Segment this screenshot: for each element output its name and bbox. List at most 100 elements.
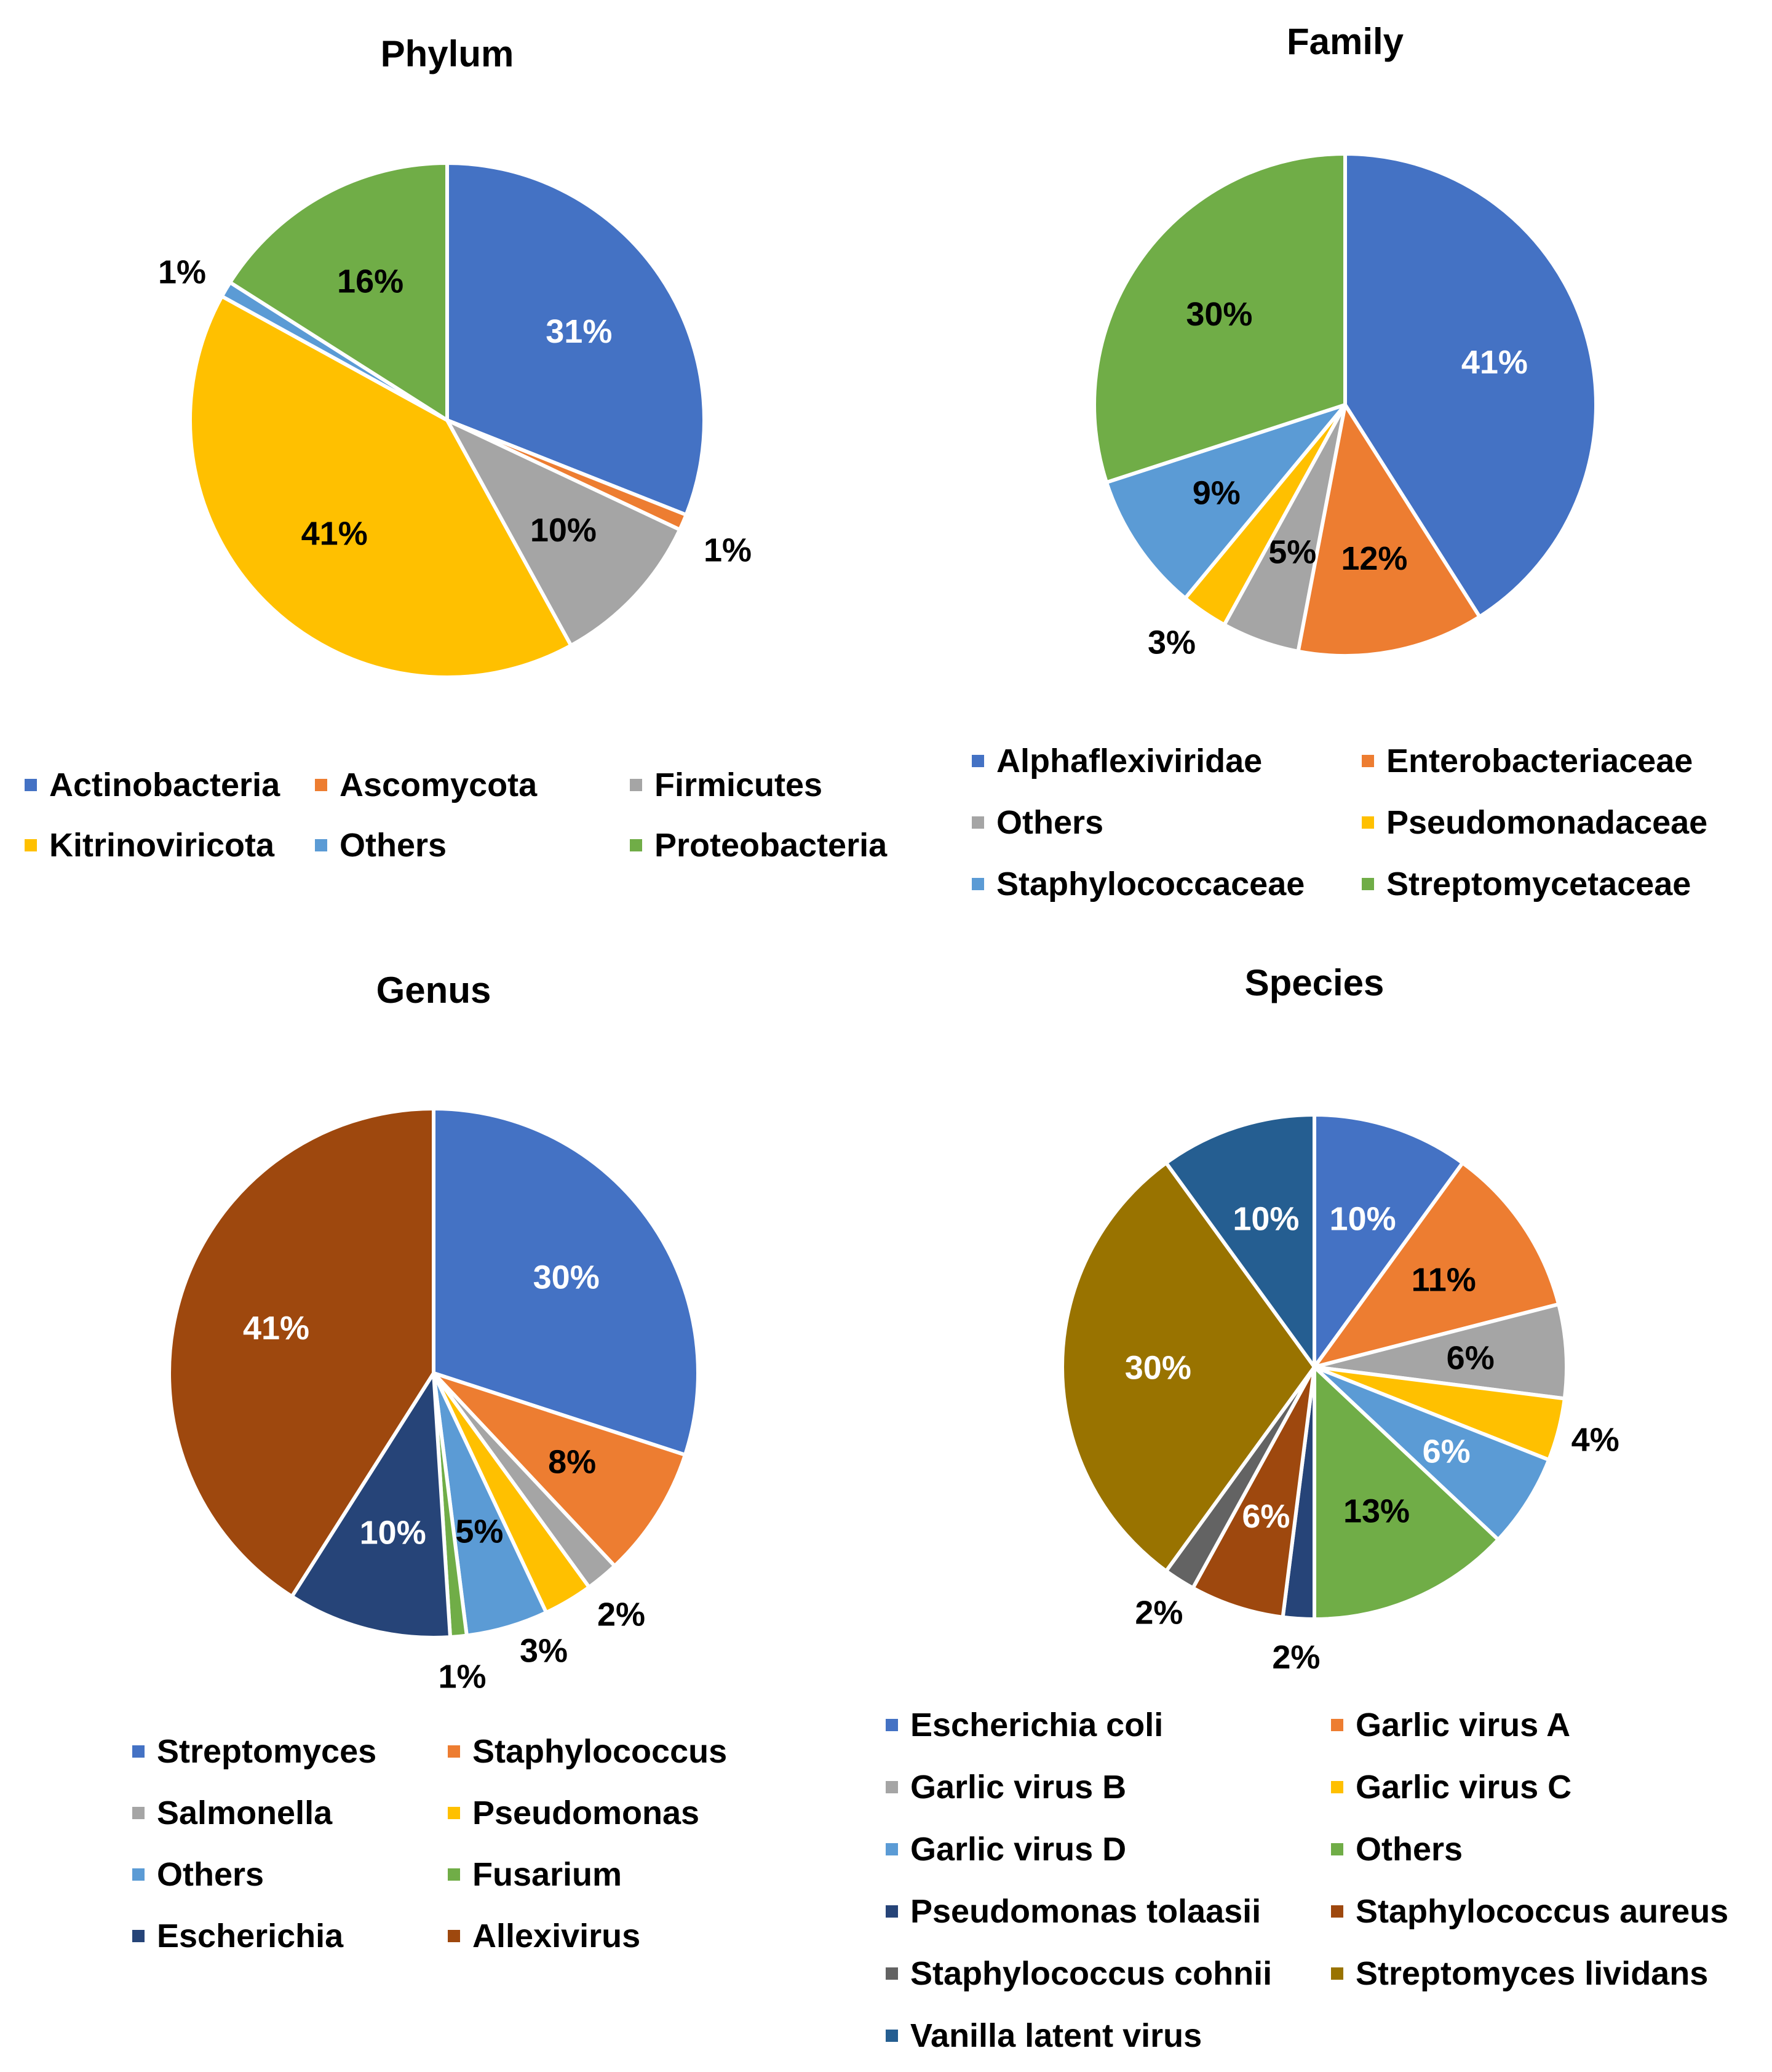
pie-slice-allexivirus [167, 1107, 435, 1599]
legend-label-garlic-virus-b: Garlic virus B [910, 1769, 1126, 1806]
chart-title-family: Family [1287, 21, 1404, 62]
legend-swatch-actinobacteria [25, 779, 37, 791]
pie-slice-escherichia [290, 1371, 452, 1640]
pie-chart-species: Species 10% 11% 6% 4% 6% 13% 2% 6% 2% 30% 10% Escher… [886, 962, 1728, 2054]
pie-slice-proteobacteria [228, 161, 449, 422]
data-label-vanilla-latent-virus: 10% [1233, 1201, 1299, 1238]
pie-slice-firmicutes [445, 418, 682, 648]
legend-label-pseudomonadaceae: Pseudomonadaceae [1386, 804, 1707, 841]
legend-label-firmicutes: Firmicutes [654, 767, 822, 803]
legend-swatch-ascomycota [315, 779, 327, 791]
pie-slice-others [1313, 1365, 1500, 1621]
data-label-streptomyces-lividans: 30% [1125, 1349, 1191, 1386]
legend-label-actinobacteria: Actinobacteria [49, 767, 280, 803]
legend-label-vanilla-latent-virus: Vanilla latent virus [910, 2017, 1202, 2054]
legend-swatch-allexivirus [448, 1930, 460, 1942]
legend-label-pseudomonas-tolaasii: Pseudomonas tolaasii [910, 1893, 1261, 1930]
pie-slice-escherichia-coli [1313, 1113, 1464, 1369]
chart-title-species: Species [1245, 962, 1385, 1003]
data-label-staphylococcus-cohnii: 2% [1135, 1595, 1183, 1632]
legend-label-escherichia-coli: Escherichia coli [910, 1707, 1163, 1743]
pie-slice-streptomyces [432, 1107, 700, 1457]
legend-label-pseudomonas: Pseudomonas [472, 1795, 699, 1831]
legend-genus: Streptomyces Staphylococcus Salmonella Pseu… [132, 1733, 727, 1954]
pie-slice-staphylococcus [432, 1371, 687, 1568]
chart-title-genus: Genus [376, 970, 491, 1011]
pie-chart-family: Family 41% 12% 5% 3% 9% 30% Alphaflexiviridae En… [972, 21, 1707, 903]
legend-swatch-salmonella [132, 1807, 145, 1819]
data-label-salmonella: 2% [597, 1596, 645, 1633]
legend-swatch-enterobacteriaceae [1362, 755, 1374, 767]
data-label-pseudomonadaceae: 3% [1148, 624, 1196, 661]
data-label-actinobacteria: 31% [546, 313, 612, 350]
data-label-fusarium: 1% [438, 1659, 486, 1695]
legend-label-garlic-virus-d: Garlic virus D [910, 1831, 1126, 1868]
data-label-enterobacteriaceae: 12% [1341, 540, 1407, 577]
legend-swatch-escherichia [132, 1930, 145, 1942]
data-label-garlic-virus-c: 4% [1571, 1422, 1619, 1459]
legend-label-salmonella: Salmonella [157, 1795, 333, 1831]
legend-swatch-staphylococcus-aureus [1331, 1905, 1343, 1918]
legend-swatch-others [315, 839, 327, 851]
data-label-streptomycetaceae: 30% [1186, 296, 1252, 333]
pie-slice-garlic-virus-d [1313, 1365, 1551, 1542]
pie-slice-staphylococcaceae [1104, 403, 1347, 600]
pie-chart-phylum: Phylum 31% 1% 10% 41% 1% 16% Actinobacteria Asco… [25, 33, 888, 864]
legend-swatch-escherichia-coli [886, 1719, 898, 1731]
legend-swatch-firmicutes [630, 779, 642, 791]
legend-label-ascomycota: Ascomycota [340, 767, 538, 803]
pie-slice-garlic-virus-a [1313, 1161, 1561, 1369]
legend-label-kitrinoviricota: Kitrinoviricota [49, 827, 275, 864]
data-label-proteobacteria: 16% [337, 263, 403, 300]
legend-family: Alphaflexiviridae Enterobacteriaceae Other… [972, 743, 1707, 903]
data-label-staphylococcaceae: 9% [1193, 475, 1241, 512]
legend-swatch-others [972, 816, 984, 829]
legend-label-garlic-virus-c: Garlic virus C [1356, 1769, 1571, 1806]
data-label-pseudomonas: 3% [520, 1632, 568, 1669]
data-label-allexivirus: 41% [243, 1310, 309, 1347]
legend-swatch-streptomycetaceae [1362, 878, 1374, 890]
legend-phylum: Actinobacteria Ascomycota Firmicutes Kitrin… [25, 767, 888, 864]
data-label-escherichia: 10% [360, 1515, 426, 1552]
pie-slice-garlic-virus-b [1313, 1302, 1568, 1401]
pie-chart-genus: Genus 30% 8% 2% 3% 5% 1% 10% 41% Streptomyces Stap… [132, 970, 727, 1954]
data-label-streptomyces: 30% [533, 1259, 600, 1296]
pie-slice-streptomyces-lividans [1060, 1161, 1316, 1573]
pie-slice-kitrinoviricota [188, 294, 573, 679]
legend-swatch-others [1331, 1843, 1343, 1855]
legend-label-others: Others [157, 1856, 264, 1893]
legend-swatch-staphylococcus-cohnii [886, 1967, 898, 1980]
legend-label-proteobacteria: Proteobacteria [654, 827, 888, 864]
data-label-alphaflexiviridae: 41% [1461, 344, 1528, 381]
legend-label-garlic-virus-a: Garlic virus A [1356, 1707, 1570, 1743]
legend-label-enterobacteriaceae: Enterobacteriaceae [1386, 743, 1693, 779]
legend-label-others: Others [340, 827, 447, 864]
legend-swatch-garlic-virus-b [886, 1781, 898, 1793]
legend-swatch-streptomyces-lividans [1331, 1967, 1343, 1980]
legend-label-staphylococcus: Staphylococcus [472, 1733, 727, 1770]
legend-label-escherichia: Escherichia [157, 1918, 344, 1954]
legend-swatch-vanilla-latent-virus [886, 2030, 898, 2042]
data-label-staphylococcus: 8% [548, 1443, 596, 1480]
data-label-others: 1% [704, 532, 752, 568]
legend-label-streptomyces: Streptomyces [157, 1733, 376, 1770]
data-label-garlic-virus-b: 6% [1447, 1340, 1495, 1377]
legend-swatch-alphaflexiviridae [972, 755, 984, 767]
legend-swatch-pseudomonas-tolaasii [886, 1905, 898, 1918]
pie-slice-streptomycetaceae [1092, 152, 1347, 485]
data-label-garlic-virus-a: 11% [1412, 1262, 1476, 1299]
legend-label-others: Others [996, 804, 1103, 841]
legend-label-alphaflexiviridae: Alphaflexiviridae [996, 743, 1262, 779]
data-label-staphylococcus-aureus: 6% [1242, 1498, 1290, 1535]
legend-swatch-streptomyces [132, 1745, 145, 1758]
legend-swatch-kitrinoviricota [25, 839, 37, 851]
legend-swatch-staphylococcus [448, 1745, 460, 1758]
legend-swatch-garlic-virus-c [1331, 1781, 1343, 1793]
data-label-pseudomonas-tolaasii: 2% [1272, 1639, 1320, 1676]
data-label-kitrinoviricota: 41% [301, 516, 368, 552]
legend-swatch-garlic-virus-a [1331, 1719, 1343, 1731]
data-label-others: 5% [1268, 533, 1316, 570]
legend-label-streptomycetaceae: Streptomycetaceae [1386, 866, 1691, 903]
legend-swatch-others [132, 1868, 145, 1881]
